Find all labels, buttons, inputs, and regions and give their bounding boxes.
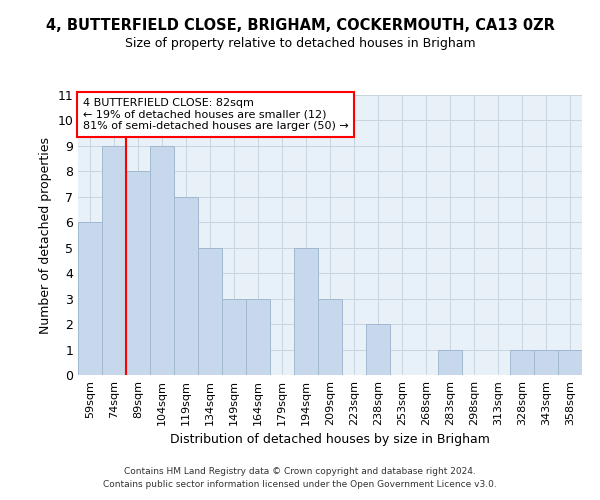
Text: 4, BUTTERFIELD CLOSE, BRIGHAM, COCKERMOUTH, CA13 0ZR: 4, BUTTERFIELD CLOSE, BRIGHAM, COCKERMOU… bbox=[46, 18, 554, 32]
Bar bbox=[102, 146, 126, 375]
Bar bbox=[294, 248, 318, 375]
Text: Size of property relative to detached houses in Brigham: Size of property relative to detached ho… bbox=[125, 38, 475, 51]
Bar bbox=[246, 298, 270, 375]
Text: Contains public sector information licensed under the Open Government Licence v3: Contains public sector information licen… bbox=[103, 480, 497, 489]
Bar bbox=[366, 324, 390, 375]
Text: 4 BUTTERFIELD CLOSE: 82sqm
← 19% of detached houses are smaller (12)
81% of semi: 4 BUTTERFIELD CLOSE: 82sqm ← 19% of deta… bbox=[83, 98, 349, 131]
Bar bbox=[222, 298, 246, 375]
Bar bbox=[150, 146, 174, 375]
Bar bbox=[438, 350, 462, 375]
Bar bbox=[318, 298, 342, 375]
Y-axis label: Number of detached properties: Number of detached properties bbox=[39, 136, 52, 334]
Bar bbox=[126, 172, 150, 375]
Bar bbox=[78, 222, 102, 375]
Bar bbox=[510, 350, 534, 375]
Bar bbox=[558, 350, 582, 375]
Text: Contains HM Land Registry data © Crown copyright and database right 2024.: Contains HM Land Registry data © Crown c… bbox=[124, 467, 476, 476]
X-axis label: Distribution of detached houses by size in Brigham: Distribution of detached houses by size … bbox=[170, 434, 490, 446]
Bar bbox=[198, 248, 222, 375]
Bar bbox=[174, 197, 198, 375]
Bar bbox=[534, 350, 558, 375]
